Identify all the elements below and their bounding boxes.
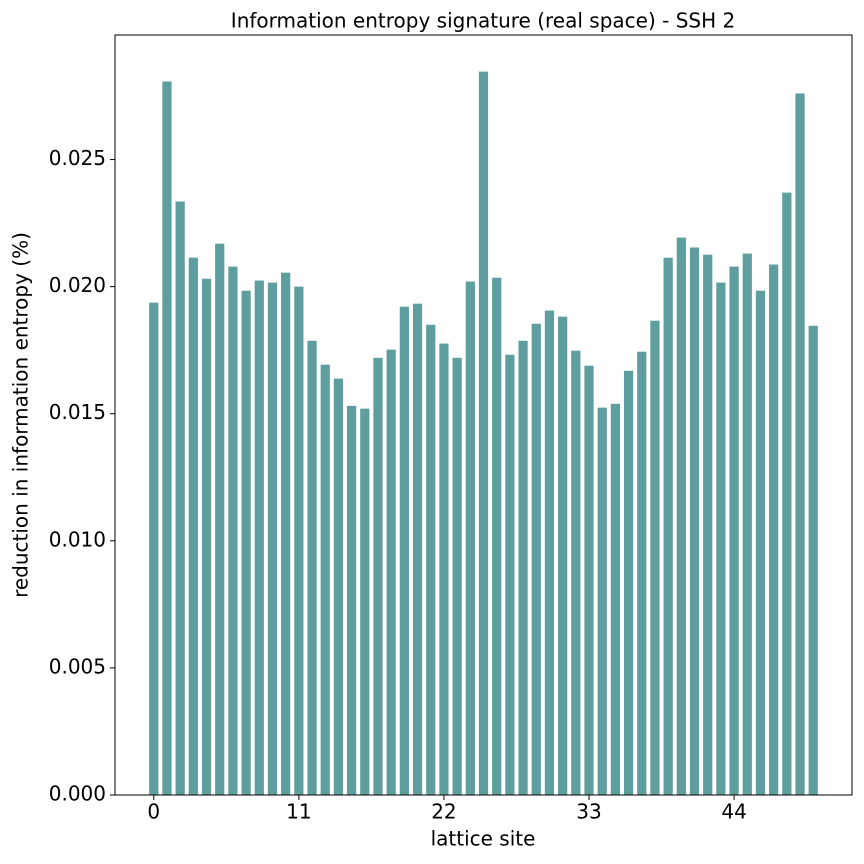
bar: [412, 303, 423, 795]
bar: [426, 324, 436, 795]
bar: [531, 323, 541, 795]
bar: [623, 370, 634, 795]
bar: [650, 320, 660, 795]
bar: [307, 340, 317, 795]
bar: [215, 243, 225, 796]
bar: [175, 201, 185, 796]
bar: [492, 277, 502, 796]
bar: [716, 282, 726, 795]
bar: [769, 264, 779, 795]
bar: [452, 357, 462, 795]
bar: [254, 280, 264, 795]
y-tick-label: 0.015: [49, 400, 106, 424]
bar: [637, 351, 647, 795]
x-axis-label: lattice site: [431, 827, 536, 851]
bar: [742, 253, 752, 795]
bar: [188, 257, 198, 795]
y-axis-label: reduction in information entropy (%): [9, 232, 33, 598]
bar: [755, 290, 766, 795]
bar: [663, 257, 673, 795]
y-tick-label: 0.000: [49, 782, 106, 806]
chart-title: Information entropy signature (real spac…: [231, 9, 735, 33]
bar: [465, 281, 475, 795]
bar: [703, 254, 713, 795]
bar: [294, 286, 304, 795]
bar: [584, 365, 594, 795]
bar: [228, 266, 238, 795]
x-tick-label: 0: [147, 800, 160, 824]
bar: [201, 278, 212, 796]
bar: [597, 407, 607, 795]
plot-frame: [114, 34, 853, 796]
bar: [505, 354, 515, 795]
bar: [676, 237, 686, 796]
bar: [162, 81, 172, 795]
x-tick-label: 44: [721, 800, 746, 824]
bar: [729, 266, 739, 795]
bar: [544, 310, 555, 795]
x-tick-label: 11: [286, 800, 311, 824]
bar: [558, 316, 568, 795]
bar: [478, 71, 489, 796]
bar: [782, 192, 792, 795]
bar: [267, 282, 278, 795]
bar: [149, 302, 159, 795]
y-tick-label: 0.010: [49, 527, 106, 551]
bar: [808, 325, 818, 795]
bar: [373, 357, 383, 795]
x-tick-label: 22: [431, 800, 456, 824]
y-tick-label: 0.020: [49, 273, 106, 297]
bar: [571, 350, 581, 795]
x-tick-label: 33: [576, 800, 601, 824]
bar: [386, 349, 396, 795]
bar: [795, 93, 805, 795]
bar: [333, 378, 344, 795]
y-tick-label: 0.025: [49, 146, 106, 170]
bar: [281, 272, 291, 795]
bar: [439, 343, 449, 795]
bar: [399, 306, 409, 795]
bar: [610, 403, 621, 795]
y-tick-label: 0.005: [49, 654, 106, 678]
bar: [689, 247, 700, 795]
bar: [360, 408, 370, 795]
bar: [346, 405, 357, 795]
bar: [320, 364, 330, 795]
bar: [518, 340, 528, 795]
bar: [241, 290, 251, 795]
